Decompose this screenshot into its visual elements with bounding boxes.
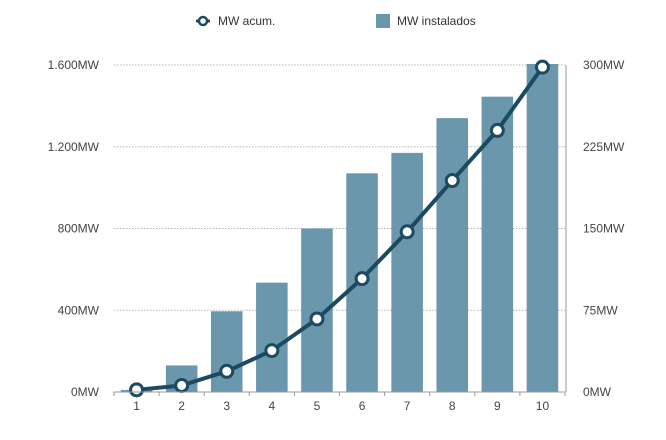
y-right-tick-label-3: 225MW: [583, 140, 625, 154]
y-left-tick-label-3: 1.200MW: [48, 140, 100, 154]
line-point-2: [174, 377, 190, 393]
x-tick-label-1: 1: [133, 399, 140, 413]
line-point-4: [264, 343, 280, 359]
x-tick-label-10: 10: [536, 399, 550, 413]
y-left-tick-label-4: 1.600MW: [48, 58, 100, 72]
line-point-1: [129, 382, 145, 398]
y-axis-left: 0MW 400MW 800MW 1.200MW 1.600MW: [48, 58, 100, 399]
x-tick-label-5: 5: [314, 399, 321, 413]
line-path: [136, 66, 545, 392]
line-point-9: [489, 122, 505, 138]
legend-marker-swatch: [197, 15, 209, 27]
legend-item-line: MW acum.: [196, 14, 275, 28]
bar-series: [120, 63, 559, 393]
y-right-tick-label-0: 0MW: [583, 385, 612, 399]
legend-label-line: MW acum.: [218, 14, 275, 28]
line-point-3: [219, 363, 235, 379]
line-point-6: [354, 271, 370, 287]
y-left-tick-label-2: 800MW: [58, 222, 100, 236]
x-axis: 1 2 3 4 5 6 7 8 9 10: [113, 65, 567, 413]
x-tick-label-9: 9: [494, 399, 501, 413]
legend-bar-swatch: [376, 14, 390, 28]
legend-label-bar: MW instalados: [397, 14, 476, 28]
bar-4: [256, 282, 288, 392]
y-right-tick-label-1: 75MW: [583, 303, 618, 317]
x-tick-label-2: 2: [178, 399, 185, 413]
line-point-7: [399, 224, 415, 240]
x-tick-label-6: 6: [359, 399, 366, 413]
bar-3: [210, 311, 243, 392]
bar-9: [481, 96, 514, 392]
legend-item-bar: MW instalados: [376, 14, 476, 28]
x-tick-label-7: 7: [404, 399, 411, 413]
x-tick-label-8: 8: [449, 399, 456, 413]
line-point-10: [534, 59, 550, 75]
x-tick-label-3: 3: [223, 399, 230, 413]
y-axis-right: 0MW 75MW 150MW 225MW 300MW: [583, 58, 625, 399]
y-right-tick-label-4: 300MW: [583, 58, 625, 72]
bar-10: [526, 63, 559, 393]
line-point-8: [444, 173, 460, 189]
bar-8: [436, 118, 469, 392]
y-right-tick-label-2: 150MW: [583, 222, 625, 236]
bar-7: [391, 152, 423, 392]
line-point-5: [309, 311, 325, 327]
legend: MW acum. MW instalados: [196, 14, 476, 28]
y-left-tick-label-0: 0MW: [71, 385, 100, 399]
y-left-tick-label-1: 400MW: [58, 303, 100, 317]
x-tick-label-4: 4: [269, 399, 276, 413]
line-series: [129, 59, 550, 398]
